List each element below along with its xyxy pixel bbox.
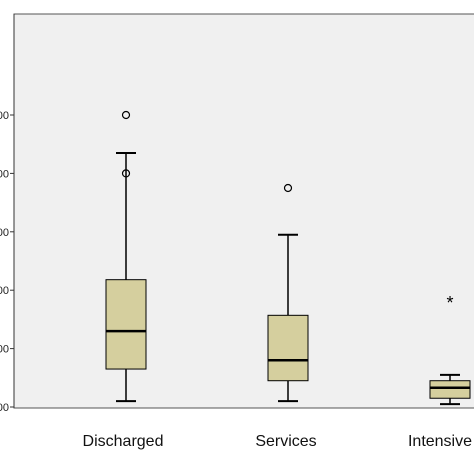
outlier-point bbox=[121, 169, 131, 178]
extreme-outlier-star: * bbox=[446, 293, 453, 313]
category-label-discharged: Discharged bbox=[83, 433, 164, 450]
y-tick-label: 00 bbox=[0, 285, 9, 297]
y-axis: 00 00 00 00 00 00 bbox=[0, 14, 15, 414]
x-axis-labels: Discharged Services Intensive C bbox=[83, 433, 474, 450]
y-tick-label: 00 bbox=[0, 344, 9, 356]
box-services bbox=[267, 183, 309, 403]
outlier-point bbox=[283, 183, 293, 193]
y-tick-label: 00 bbox=[0, 402, 9, 414]
y-tick-label: 00 bbox=[0, 110, 9, 122]
iqr-box bbox=[429, 380, 471, 399]
y-tick-label: 00 bbox=[0, 168, 9, 180]
iqr-box bbox=[105, 279, 147, 370]
category-label-intensive-c: Intensive C bbox=[408, 433, 474, 450]
box-intensive-c: * bbox=[429, 293, 471, 406]
y-tick-label: 00 bbox=[0, 227, 9, 239]
iqr-box bbox=[267, 314, 309, 382]
category-label-services: Services bbox=[255, 433, 316, 450]
plot-area bbox=[13, 13, 474, 409]
outlier-point bbox=[121, 110, 131, 120]
box-discharged bbox=[105, 110, 147, 403]
boxes-group: * bbox=[105, 110, 471, 406]
